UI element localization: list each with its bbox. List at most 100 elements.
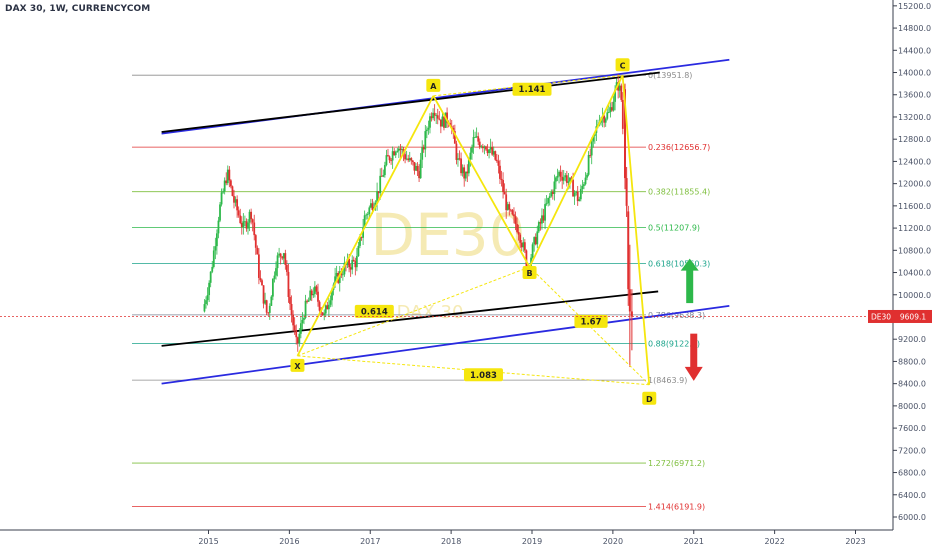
candle-body [625, 178, 628, 206]
harmonic-ratio-line [529, 266, 650, 386]
candle-body [393, 151, 396, 156]
candle-body [474, 137, 476, 138]
down-arrow-shaft [690, 333, 698, 369]
trend-lines [161, 58, 730, 385]
y-tick-label: 10000.0 [898, 291, 931, 300]
candle-body [257, 254, 260, 278]
candle-body [382, 175, 385, 177]
fibonacci-levels: 0(13951.8) 0.236(12656.7) 0.382(11855.4) 0.… [132, 71, 710, 511]
candle-body [365, 214, 368, 216]
candle-body [394, 151, 397, 156]
ratio-label: 1.083 [470, 371, 497, 381]
candle-body [236, 199, 239, 211]
candle-body [499, 165, 501, 179]
candle-body [366, 214, 369, 215]
candle-body [377, 191, 380, 194]
candle-body [583, 184, 585, 186]
lower-channel-line [161, 304, 730, 385]
candle-body [351, 259, 354, 270]
candle-body [270, 296, 273, 306]
candle-body [573, 192, 576, 197]
candle-body [299, 323, 302, 334]
fib-label: 1.272(6971.2) [648, 459, 705, 468]
pattern-point-label: D [646, 395, 653, 404]
candle-body [341, 274, 344, 276]
direction-arrows [0, 258, 893, 381]
candle-body [547, 197, 550, 204]
candle-body [275, 268, 277, 276]
candle-body [464, 171, 467, 179]
candle-body [523, 242, 526, 251]
candle-body [478, 141, 481, 147]
pattern-point-box [615, 58, 630, 72]
candle-body [371, 203, 374, 210]
candle-body [326, 305, 329, 310]
fib-label: 1.414(6191.9) [648, 502, 705, 511]
harmonic-pattern: X A B C D 0.614 1.141 1.67 1.083 [290, 58, 657, 405]
y-tick-label: 7600.0 [898, 424, 926, 433]
candle-body [553, 181, 556, 194]
harmonic-leg [296, 95, 435, 357]
y-tick-label: 14000.0 [898, 69, 931, 78]
pattern-point-box [290, 358, 305, 372]
candle-body [494, 151, 497, 160]
fib-label: 0.236(12656.7) [648, 143, 710, 152]
candle-body [544, 204, 546, 221]
price-badge-value: 9609.1 [900, 312, 926, 321]
candle-body [533, 237, 536, 245]
x-tick-label: 2019 [522, 537, 542, 546]
y-tick-label: 11600.0 [898, 202, 931, 211]
candle-body [587, 155, 590, 175]
candle-body [363, 215, 366, 228]
candle-body [362, 227, 364, 238]
x-tick-label: 2020 [603, 537, 623, 546]
pattern-point-box [642, 391, 657, 405]
candle-body [586, 174, 588, 178]
candle-body [536, 231, 539, 245]
candle-body [309, 290, 312, 301]
candle-body [579, 188, 582, 200]
candle-body [229, 180, 232, 187]
candle-body [502, 180, 504, 193]
y-tick-label: 13600.0 [898, 91, 931, 100]
candle-body [228, 169, 231, 181]
x-tick-label: 2015 [198, 537, 218, 546]
candle-body [352, 259, 355, 262]
candle-body [430, 116, 433, 119]
candle-body [226, 169, 229, 184]
candle-body [424, 131, 427, 150]
harmonic-leg [621, 75, 651, 385]
candle-body [285, 264, 288, 272]
candle-body [492, 151, 495, 155]
candle-body [298, 333, 301, 344]
candle-body [304, 300, 307, 318]
candle-body [483, 146, 486, 149]
candle-body [609, 107, 612, 113]
candle-body [368, 207, 371, 215]
candle-body [525, 250, 528, 266]
candle-body [569, 177, 571, 182]
candle-body [327, 304, 330, 310]
candle-body [429, 116, 431, 128]
candle-body [268, 305, 271, 313]
candle-body [219, 204, 221, 221]
candle-body [477, 136, 480, 142]
candle-body [242, 221, 245, 227]
candle-body [223, 180, 226, 192]
y-tick-label: 11200.0 [898, 224, 931, 233]
candle-body [461, 167, 464, 174]
candle-body [520, 242, 523, 248]
y-tick-label: 15200.0 [898, 2, 931, 11]
candle-body [369, 203, 372, 208]
candle-body [303, 317, 305, 320]
candle-body [355, 256, 358, 268]
candle-body [534, 237, 537, 245]
candle-body [497, 161, 500, 166]
candle-body [290, 303, 293, 315]
candle-body [262, 285, 265, 304]
fib-label: 0.382(11855.4) [648, 188, 710, 197]
harmonic-leg [432, 95, 531, 268]
y-tick-label: 6400.0 [898, 491, 926, 500]
candle-body [357, 245, 360, 257]
